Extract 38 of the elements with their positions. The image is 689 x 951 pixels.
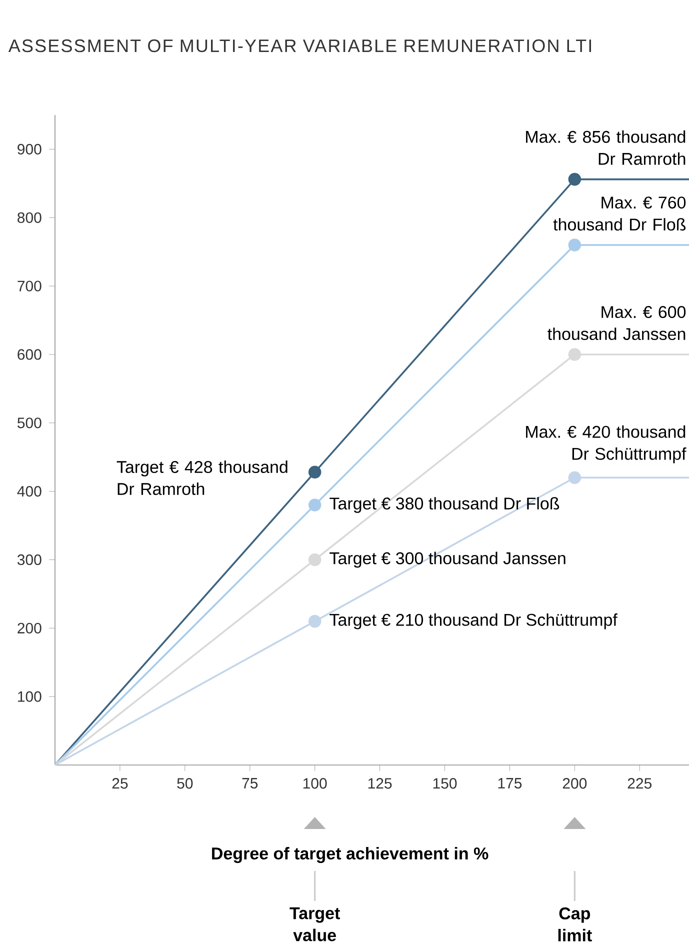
y-tick-label: 900 — [18, 144, 42, 155]
x-tick-label: 50 — [177, 778, 193, 789]
point — [568, 348, 582, 361]
x-tick-label: 175 — [498, 778, 522, 789]
point — [308, 498, 322, 512]
annotation: Max. € 856 thousand Dr Ramroth — [526, 130, 686, 165]
x-tick-label: 100 — [303, 778, 327, 789]
x-axis-title: Degree of target achievement in % — [212, 847, 488, 863]
annotation: Target € 210 thousand Dr Schüttrumpf — [330, 613, 618, 630]
x-tick-label: 25 — [112, 778, 128, 789]
point — [568, 471, 582, 484]
text: Cap limit — [558, 907, 592, 942]
annotation: Max. € 760 thousand Dr Floß — [553, 196, 686, 231]
annotation: Max. € 420 thousand Dr Schüttrumpf — [526, 425, 686, 464]
annotation: Target € 380 thousand Dr Floß — [330, 497, 560, 513]
x-tick-label: 125 — [368, 778, 392, 789]
x-tick-label: 75 — [242, 778, 258, 789]
text: Target value — [290, 907, 340, 942]
y-tick-label: 600 — [18, 349, 42, 360]
point — [568, 238, 582, 252]
y-tick-label: 100 — [18, 691, 42, 702]
annotation: Target € 300 thousand Janssen — [330, 552, 566, 568]
point — [308, 466, 322, 479]
y-tick-label: 200 — [18, 622, 42, 634]
annotation: Max. € 600 thousand Janssen — [548, 306, 686, 340]
y-tick-label: 400 — [17, 486, 42, 497]
point — [308, 553, 322, 566]
y-tick-label: 800 — [18, 212, 42, 223]
x-tick-label: 225 — [628, 778, 652, 789]
x-tick-label: 200 — [562, 778, 587, 789]
y-tick-label: 500 — [18, 418, 42, 428]
x-tick-label: 150 — [433, 778, 457, 789]
point — [568, 172, 582, 186]
chart-title: ASSESSMENT OF MULTI-YEAR VARIABLE REMUNERATION LTI — [8, 39, 592, 52]
y-tick-label: 700 — [18, 280, 42, 292]
annotation: Target € 428 thousand Dr Ramroth — [116, 460, 288, 496]
y-tick-label: 300 — [17, 554, 42, 566]
point — [308, 614, 322, 628]
